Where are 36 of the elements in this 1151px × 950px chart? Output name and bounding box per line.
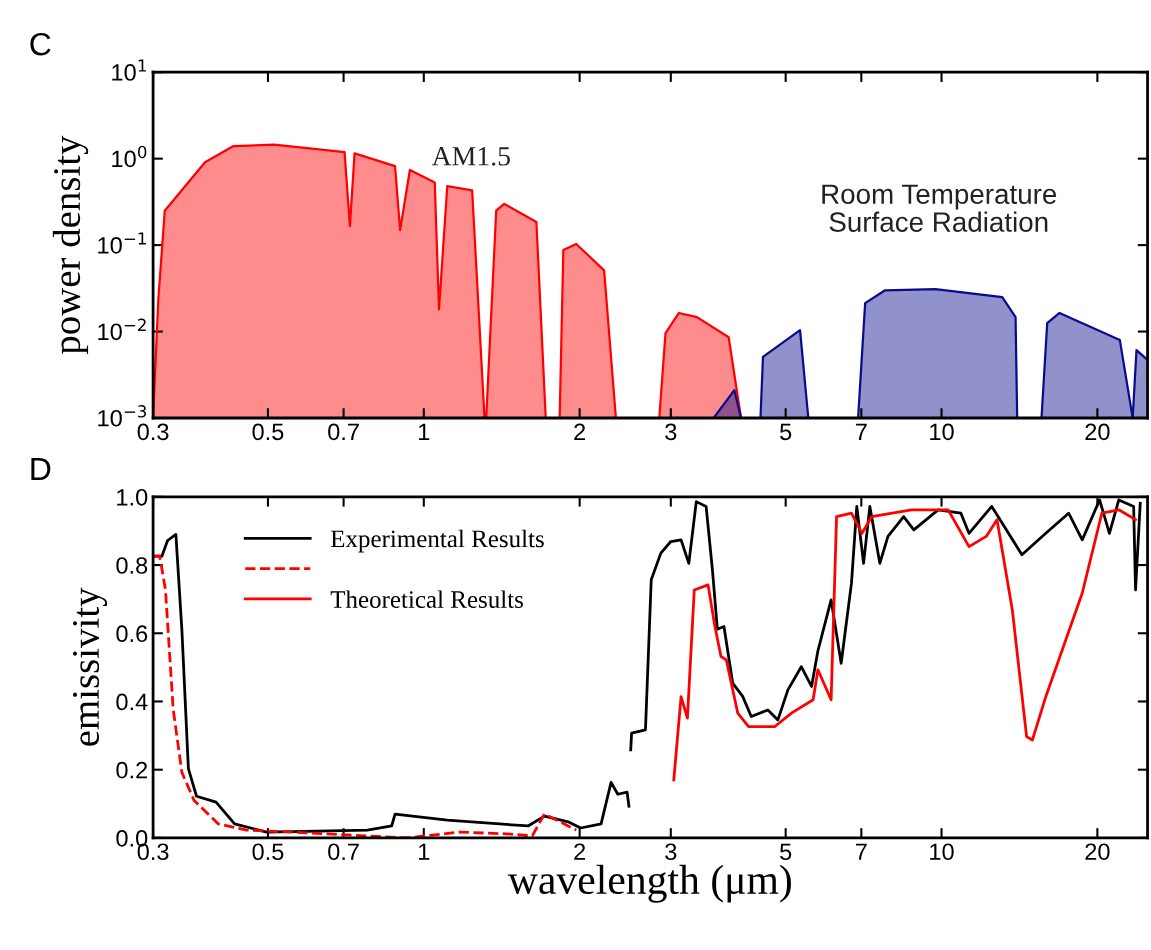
x-tick-label: 10 bbox=[930, 843, 954, 861]
x-tick-label: 3 bbox=[665, 423, 677, 441]
x-tick-label: 0.7 bbox=[328, 843, 359, 861]
chart-title: C bbox=[30, 32, 51, 56]
annotation: AM1.5 bbox=[431, 146, 510, 166]
annotation: Room Temperature Surface Radiation bbox=[822, 184, 1057, 232]
y-tick-label: 10$^{1}$ bbox=[112, 59, 146, 81]
x-axis-title: wavelength (μm) bbox=[507, 864, 791, 903]
y-tick-label: 1.0 bbox=[117, 488, 148, 506]
y-axis-title: power density bbox=[52, 135, 89, 355]
y-tick-label: 0.8 bbox=[116, 557, 148, 574]
x-tick-label: 1 bbox=[419, 843, 430, 860]
x-tick-label: 20 bbox=[1085, 843, 1110, 861]
y-tick-label: 0.6 bbox=[116, 625, 148, 643]
chart-title: D bbox=[31, 458, 51, 480]
y-tick-label: 0.2 bbox=[116, 761, 148, 779]
x-tick-label: 2 bbox=[574, 843, 586, 860]
x-tick-label: 3 bbox=[665, 843, 677, 861]
y-tick-label: 10$^{−1}$ bbox=[98, 232, 146, 254]
y-tick-label: 10$^{0}$ bbox=[112, 145, 147, 168]
legend-label: Theoretical Results bbox=[330, 590, 523, 608]
y-tick-label: 10$^{−2}$ bbox=[98, 318, 146, 341]
x-tick-label: 0.7 bbox=[328, 423, 359, 441]
x-tick-label: 20 bbox=[1085, 423, 1110, 441]
x-tick-label: 0.5 bbox=[252, 843, 284, 861]
y-tick-label: 0.4 bbox=[116, 693, 148, 711]
x-tick-label: 1 bbox=[419, 423, 430, 440]
x-tick-label: 7 bbox=[855, 423, 867, 440]
x-tick-label: 5 bbox=[780, 423, 792, 441]
y-axis-title: emissivity bbox=[72, 587, 108, 746]
x-tick-label: 2 bbox=[574, 423, 586, 440]
x-tick-label: 0.5 bbox=[252, 423, 284, 441]
x-tick-label: 7 bbox=[855, 843, 867, 860]
x-tick-label: 5 bbox=[780, 843, 792, 861]
legend-label: Experimental Results bbox=[330, 529, 544, 553]
x-tick-label: 10 bbox=[930, 423, 954, 441]
